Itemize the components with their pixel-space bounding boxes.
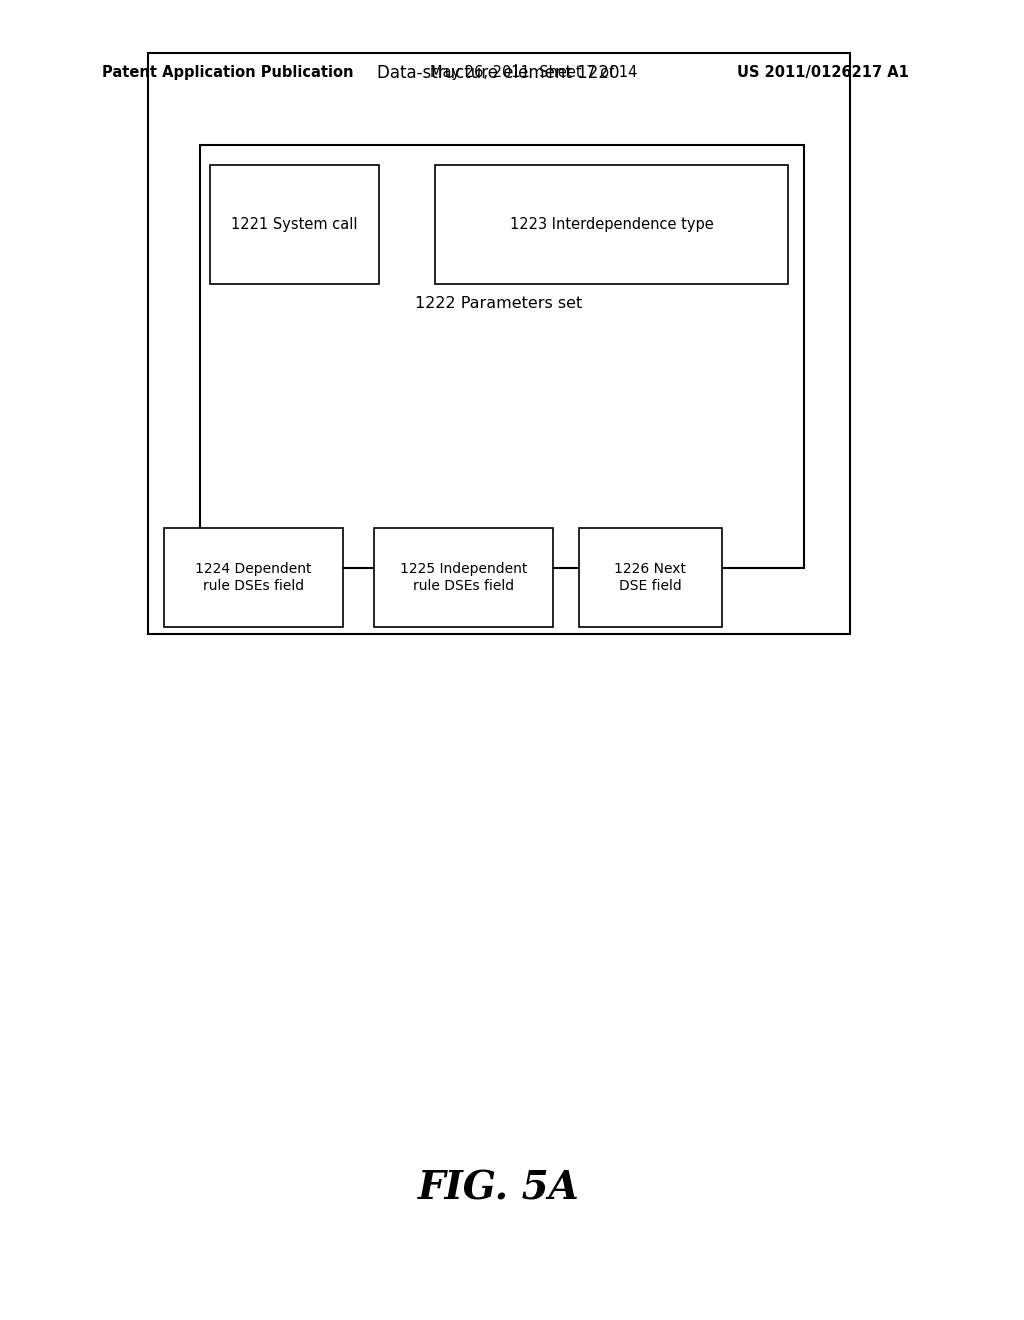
Text: 1223 Interdependence type: 1223 Interdependence type xyxy=(510,216,714,232)
FancyBboxPatch shape xyxy=(374,528,553,627)
Text: Data-structure element 1220: Data-structure element 1220 xyxy=(378,63,620,82)
Text: US 2011/0126217 A1: US 2011/0126217 A1 xyxy=(737,65,909,81)
FancyBboxPatch shape xyxy=(164,528,343,627)
FancyBboxPatch shape xyxy=(579,528,722,627)
Text: 1222 Parameters set: 1222 Parameters set xyxy=(415,296,583,312)
Text: 1221 System call: 1221 System call xyxy=(231,216,357,232)
FancyBboxPatch shape xyxy=(148,53,850,634)
Text: 1224 Dependent
rule DSEs field: 1224 Dependent rule DSEs field xyxy=(196,562,311,593)
Text: 1226 Next
DSE field: 1226 Next DSE field xyxy=(614,562,686,593)
FancyBboxPatch shape xyxy=(210,165,379,284)
Text: May 26, 2011  Sheet 7 of 14: May 26, 2011 Sheet 7 of 14 xyxy=(430,65,638,81)
Text: 1225 Independent
rule DSEs field: 1225 Independent rule DSEs field xyxy=(399,562,527,593)
FancyBboxPatch shape xyxy=(435,165,788,284)
Text: Patent Application Publication: Patent Application Publication xyxy=(102,65,354,81)
FancyBboxPatch shape xyxy=(200,145,804,568)
Text: FIG. 5A: FIG. 5A xyxy=(418,1170,580,1206)
